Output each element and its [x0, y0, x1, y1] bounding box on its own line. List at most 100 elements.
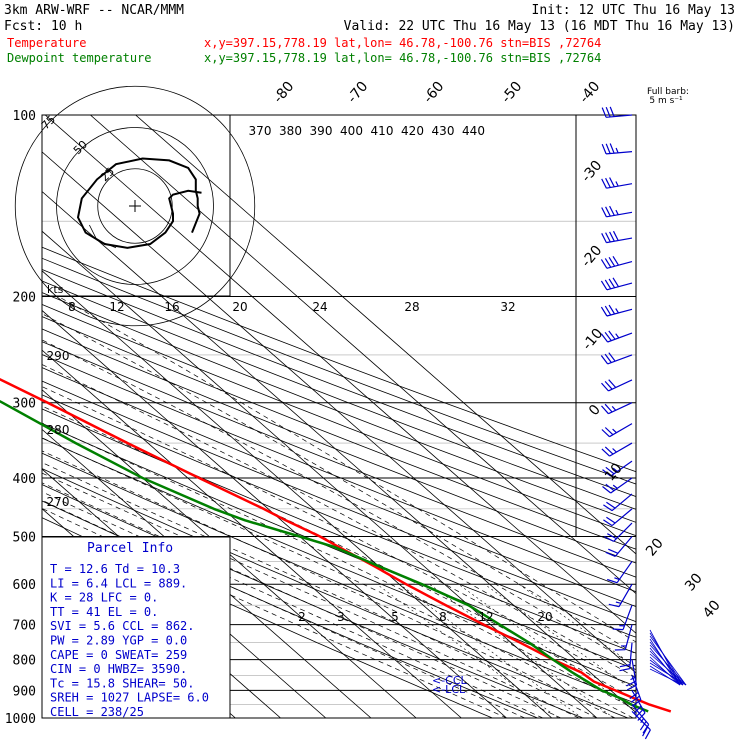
mixing-ratio-tick-label: 2: [298, 610, 306, 624]
wind-barb: [601, 230, 633, 244]
moist-adiabat-line: [58, 296, 636, 643]
isotherm-tick-label: -70: [344, 79, 371, 107]
parcel-info-row: T = 12.6 Td = 10.3: [50, 562, 180, 576]
wind-barb: [601, 177, 633, 189]
pressure-tick-label: 700: [13, 619, 36, 634]
parcel-info-row: SREH = 1027 LAPSE= 6.0: [50, 691, 209, 705]
temperature-legend: Temperature: [7, 36, 86, 50]
isotherm-line: [42, 428, 372, 718]
dry-adiabat-line: [42, 304, 636, 537]
wind-barb: [604, 522, 633, 542]
mixing-ratio-tick-label: 8: [439, 610, 447, 624]
isotherm-line: [90, 115, 636, 595]
dry-adiabat-line: [42, 257, 636, 485]
low-level-wind-vector: [649, 653, 687, 686]
wind-barb: [600, 304, 633, 317]
wind-barb: [601, 205, 633, 218]
mixing-ratio-line: [484, 583, 636, 693]
wind-barb: [601, 402, 633, 415]
hodograph-ring: [14, 85, 256, 327]
wind-barb: [626, 659, 638, 691]
dry-adiabat-line: [42, 246, 636, 473]
wind-barb: [602, 477, 633, 494]
isotherm-line: [42, 309, 507, 718]
theta-tick-label: 380: [279, 124, 302, 138]
isotherm-tick-label: -60: [420, 79, 447, 107]
valid-time: Valid: 22 UTC Thu 16 May 13 (16 MDT Thu …: [344, 19, 735, 34]
parcel-info-row: TT = 41 EL = 0.: [50, 605, 158, 619]
isotherm-line: [42, 349, 462, 718]
pressure-tick-label: 1000: [5, 712, 36, 727]
temperature-trace: [0, 377, 672, 713]
mixing-ratio-tick-label: 12: [478, 610, 493, 624]
isotherm-line: [42, 270, 553, 718]
wind-barb: [600, 330, 633, 343]
mixing-ratio-tick-label: 12: [109, 300, 124, 314]
mixing-ratio-line: [429, 583, 614, 718]
wind-barb: [602, 460, 633, 477]
pressure-tick-label: 300: [13, 397, 36, 412]
dewpoint-location: x,y=397.15,778.19 lat,lon= 46.78,-100.76…: [204, 51, 601, 65]
parcel-info-row: K = 28 LFC = 0.: [50, 591, 158, 605]
mixing-ratio-line: [518, 583, 636, 668]
parcel-info-row: CIN = 0 HWBZ= 3590.: [50, 662, 187, 676]
wind-barbs: [600, 106, 687, 740]
moist-adiabat-line: [42, 364, 636, 679]
wind-barb: [631, 704, 650, 734]
dry-adiabat-line: [42, 269, 636, 497]
dry-adiabat-line: [42, 408, 636, 654]
plot-border: [41, 114, 637, 719]
parcel-info-row: SVI = 5.6 CCL = 862.: [50, 619, 195, 633]
isotherm-line: [0, 115, 9, 718]
mixing-ratio-line: [376, 583, 559, 718]
wind-barb: [601, 106, 633, 118]
theta-tick-label: 430: [432, 124, 455, 138]
wind-barb: [619, 642, 633, 672]
low-level-wind-vector: [649, 644, 687, 686]
forecast-hour: Fcst: 10 h: [4, 19, 82, 34]
dry-adiabat-line: [42, 468, 629, 718]
barb-key-units: 5 m s⁻¹: [649, 96, 683, 106]
theta-tick-label: 290: [47, 349, 70, 363]
barb-key-label: Full barb:: [647, 87, 689, 97]
wind-barb: [603, 508, 633, 527]
wind-barb: [600, 352, 633, 365]
wind-barb: [605, 536, 633, 557]
hodograph-units: kts: [47, 283, 64, 296]
chart-frame: [41, 114, 637, 719]
dry-adiabat-line: [42, 316, 636, 550]
isotherm-line: [135, 115, 636, 555]
moist-adiabat-line: [42, 339, 636, 667]
wind-barb: [607, 561, 633, 584]
ccl-marker: <-CCL: [432, 674, 468, 687]
low-level-wind-vector: [649, 665, 681, 686]
theta-tick-label: 410: [371, 124, 394, 138]
parcel-info-row: LI = 6.4 LCL = 889.: [50, 576, 187, 590]
wind-barb: [614, 624, 633, 651]
mixing-ratio-tick-label: 28: [404, 300, 419, 314]
isotherm-line: [42, 190, 636, 714]
isotherm-tick-label: -30: [578, 158, 605, 186]
hodograph-ring-label: 50: [71, 138, 90, 157]
wind-barb: [600, 277, 633, 291]
low-level-wind-vector: [649, 668, 684, 686]
pressure-tick-label: 800: [13, 654, 36, 669]
parcel-info-row: Tc = 15.8 SHEAR= 50.: [50, 676, 195, 690]
low-level-wind-vector: [649, 659, 684, 686]
wind-barb: [631, 710, 651, 740]
wind-barb: [601, 442, 633, 457]
mixing-ratio-tick-label: 8: [68, 300, 76, 314]
parcel-info-panel: Parcel Info T = 12.6 Td = 10.3LI = 6.4 L…: [50, 541, 209, 719]
isotherm-tick-label: -20: [578, 243, 605, 271]
pressure-tick-label: 600: [13, 578, 36, 593]
pressure-tick-label: 100: [13, 109, 36, 124]
dewpoint-trace: [0, 399, 649, 713]
dry-adiabat-line: [42, 380, 636, 623]
moist-adiabat-line: [42, 462, 598, 718]
theta-tick-label: 280: [47, 423, 70, 437]
theta-tick-label: 370: [249, 124, 272, 138]
hodograph-ring: [56, 127, 214, 285]
wind-barb: [612, 604, 633, 631]
